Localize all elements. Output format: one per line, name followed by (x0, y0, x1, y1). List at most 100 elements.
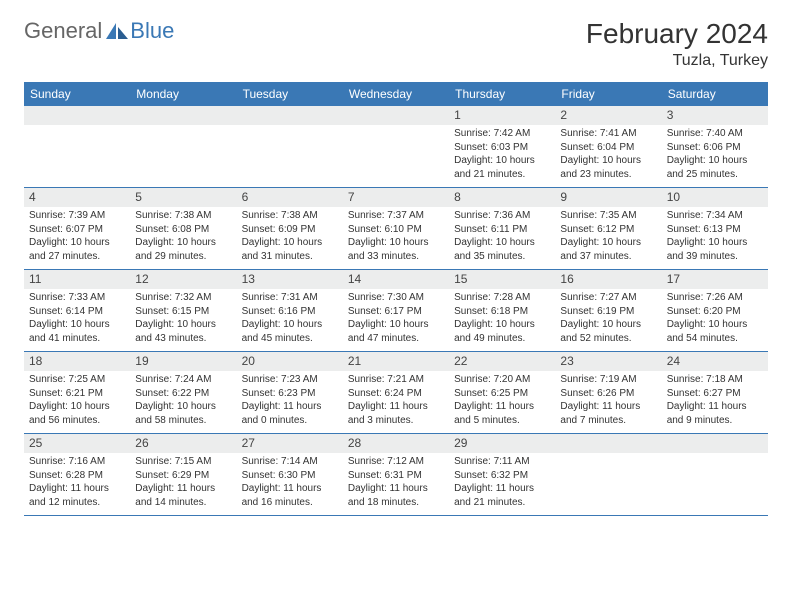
daylight1-line: Daylight: 10 hours (454, 319, 550, 332)
day-cell: 3Sunrise: 7:40 AMSunset: 6:06 PMDaylight… (662, 106, 768, 187)
sunrise-line: Sunrise: 7:25 AM (29, 374, 125, 387)
day-detail: Sunrise: 7:32 AMSunset: 6:15 PMDaylight:… (130, 289, 236, 351)
sunset-line: Sunset: 6:29 PM (135, 470, 231, 483)
day-cell: 14Sunrise: 7:30 AMSunset: 6:17 PMDayligh… (343, 270, 449, 351)
day-detail: Sunrise: 7:21 AMSunset: 6:24 PMDaylight:… (343, 371, 449, 433)
day-number: 27 (237, 434, 343, 453)
day-cell: 29Sunrise: 7:11 AMSunset: 6:32 PMDayligh… (449, 434, 555, 515)
day-number: 19 (130, 352, 236, 371)
sunset-line: Sunset: 6:24 PM (348, 388, 444, 401)
day-number: 8 (449, 188, 555, 207)
day-number: 9 (555, 188, 661, 207)
day-cell: 13Sunrise: 7:31 AMSunset: 6:16 PMDayligh… (237, 270, 343, 351)
sunrise-line: Sunrise: 7:40 AM (667, 128, 763, 141)
daylight1-line: Daylight: 10 hours (667, 319, 763, 332)
daylight1-line: Daylight: 11 hours (242, 483, 338, 496)
sunset-line: Sunset: 6:03 PM (454, 142, 550, 155)
sunset-line: Sunset: 6:12 PM (560, 224, 656, 237)
daylight2-line: and 49 minutes. (454, 333, 550, 346)
day-detail: Sunrise: 7:26 AMSunset: 6:20 PMDaylight:… (662, 289, 768, 351)
daylight1-line: Daylight: 10 hours (135, 401, 231, 414)
daylight2-line: and 3 minutes. (348, 415, 444, 428)
day-number: 20 (237, 352, 343, 371)
sunset-line: Sunset: 6:14 PM (29, 306, 125, 319)
day-number: 17 (662, 270, 768, 289)
daylight1-line: Daylight: 11 hours (348, 401, 444, 414)
title-block: February 2024 Tuzla, Turkey (586, 18, 768, 70)
sunset-line: Sunset: 6:25 PM (454, 388, 550, 401)
sunset-line: Sunset: 6:13 PM (667, 224, 763, 237)
sunrise-line: Sunrise: 7:41 AM (560, 128, 656, 141)
sunrise-line: Sunrise: 7:39 AM (29, 210, 125, 223)
day-number (343, 106, 449, 125)
sunset-line: Sunset: 6:08 PM (135, 224, 231, 237)
week-row: 4Sunrise: 7:39 AMSunset: 6:07 PMDaylight… (24, 187, 768, 269)
sunset-line: Sunset: 6:07 PM (29, 224, 125, 237)
daylight2-line: and 54 minutes. (667, 333, 763, 346)
sunset-line: Sunset: 6:16 PM (242, 306, 338, 319)
daylight2-line: and 31 minutes. (242, 251, 338, 264)
day-header: Thursday (449, 83, 555, 105)
day-number: 6 (237, 188, 343, 207)
daylight2-line: and 58 minutes. (135, 415, 231, 428)
sunrise-line: Sunrise: 7:30 AM (348, 292, 444, 305)
daylight2-line: and 39 minutes. (667, 251, 763, 264)
day-header: Friday (555, 83, 661, 105)
daylight1-line: Daylight: 10 hours (135, 319, 231, 332)
sunrise-line: Sunrise: 7:16 AM (29, 456, 125, 469)
day-detail: Sunrise: 7:39 AMSunset: 6:07 PMDaylight:… (24, 207, 130, 269)
daylight1-line: Daylight: 10 hours (667, 155, 763, 168)
daylight2-line: and 21 minutes. (454, 497, 550, 510)
day-detail: Sunrise: 7:38 AMSunset: 6:09 PMDaylight:… (237, 207, 343, 269)
sunrise-line: Sunrise: 7:23 AM (242, 374, 338, 387)
day-cell (555, 434, 661, 515)
daylight1-line: Daylight: 10 hours (560, 319, 656, 332)
day-header: Monday (130, 83, 236, 105)
day-number (130, 106, 236, 125)
sunrise-line: Sunrise: 7:15 AM (135, 456, 231, 469)
sunset-line: Sunset: 6:04 PM (560, 142, 656, 155)
sunrise-line: Sunrise: 7:38 AM (242, 210, 338, 223)
day-number: 7 (343, 188, 449, 207)
day-detail: Sunrise: 7:16 AMSunset: 6:28 PMDaylight:… (24, 453, 130, 515)
day-detail: Sunrise: 7:41 AMSunset: 6:04 PMDaylight:… (555, 125, 661, 187)
day-number: 26 (130, 434, 236, 453)
day-number: 5 (130, 188, 236, 207)
location: Tuzla, Turkey (586, 52, 768, 70)
sunset-line: Sunset: 6:22 PM (135, 388, 231, 401)
sunrise-line: Sunrise: 7:21 AM (348, 374, 444, 387)
daylight2-line: and 45 minutes. (242, 333, 338, 346)
daylight2-line: and 52 minutes. (560, 333, 656, 346)
sunrise-line: Sunrise: 7:35 AM (560, 210, 656, 223)
sunrise-line: Sunrise: 7:36 AM (454, 210, 550, 223)
day-detail: Sunrise: 7:25 AMSunset: 6:21 PMDaylight:… (24, 371, 130, 433)
day-header: Tuesday (237, 83, 343, 105)
day-cell (343, 106, 449, 187)
day-cell: 12Sunrise: 7:32 AMSunset: 6:15 PMDayligh… (130, 270, 236, 351)
day-cell: 2Sunrise: 7:41 AMSunset: 6:04 PMDaylight… (555, 106, 661, 187)
day-number: 28 (343, 434, 449, 453)
sunset-line: Sunset: 6:19 PM (560, 306, 656, 319)
day-detail: Sunrise: 7:30 AMSunset: 6:17 PMDaylight:… (343, 289, 449, 351)
day-cell (662, 434, 768, 515)
logo: General Blue (24, 18, 174, 44)
daylight1-line: Daylight: 10 hours (560, 155, 656, 168)
day-header: Wednesday (343, 83, 449, 105)
day-detail: Sunrise: 7:31 AMSunset: 6:16 PMDaylight:… (237, 289, 343, 351)
day-detail: Sunrise: 7:33 AMSunset: 6:14 PMDaylight:… (24, 289, 130, 351)
sunrise-line: Sunrise: 7:26 AM (667, 292, 763, 305)
sunset-line: Sunset: 6:11 PM (454, 224, 550, 237)
day-detail: Sunrise: 7:11 AMSunset: 6:32 PMDaylight:… (449, 453, 555, 515)
daylight2-line: and 35 minutes. (454, 251, 550, 264)
day-number: 12 (130, 270, 236, 289)
day-cell: 8Sunrise: 7:36 AMSunset: 6:11 PMDaylight… (449, 188, 555, 269)
day-header: Saturday (662, 83, 768, 105)
daylight2-line: and 33 minutes. (348, 251, 444, 264)
daylight2-line: and 18 minutes. (348, 497, 444, 510)
sunrise-line: Sunrise: 7:31 AM (242, 292, 338, 305)
sunset-line: Sunset: 6:32 PM (454, 470, 550, 483)
daylight1-line: Daylight: 10 hours (348, 319, 444, 332)
sunrise-line: Sunrise: 7:18 AM (667, 374, 763, 387)
day-detail: Sunrise: 7:34 AMSunset: 6:13 PMDaylight:… (662, 207, 768, 269)
sunset-line: Sunset: 6:28 PM (29, 470, 125, 483)
